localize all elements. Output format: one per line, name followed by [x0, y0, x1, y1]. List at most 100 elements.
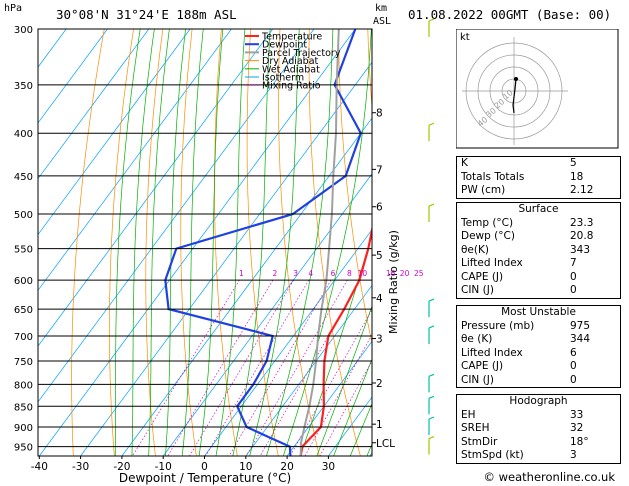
legend-label: Parcel Trajectory	[262, 48, 341, 59]
temp-tick-label: 20	[280, 461, 293, 473]
pressure-tick-label: 850	[14, 402, 33, 413]
surface-label: Dewp (°C)	[461, 230, 515, 242]
hodograph-storm-marker	[514, 77, 518, 81]
mixing-ratio-label: 20	[400, 269, 410, 278]
wet-adiabat-line	[198, 29, 224, 456]
mixing-ratio-label: 10	[358, 269, 368, 278]
unstable-value: 0	[570, 373, 577, 386]
temp-tick-label: -10	[155, 461, 172, 473]
hodo-row: SREH 32	[457, 422, 620, 436]
mixing-ratio-axis-label: Mixing Ratio (g/kg)	[387, 230, 400, 334]
mixing-ratio-line	[245, 279, 348, 456]
legend-label: Isotherm	[262, 73, 304, 84]
unstable-row: θe (K) 344	[457, 333, 620, 347]
hodo-label: EH	[461, 408, 476, 421]
hodo-row: StmDir 18°	[457, 436, 620, 450]
surface-value: 23.3	[570, 216, 594, 229]
surface-row: CAPE (J) 0	[457, 271, 620, 285]
wind-barb	[428, 395, 435, 415]
isotherm-line	[245, 284, 372, 456]
pressure-tick-label: 550	[14, 245, 33, 256]
temperature-profile	[299, 224, 372, 456]
mixing-ratio-line	[228, 279, 332, 456]
mixing-ratio-line	[304, 334, 372, 456]
legend-label: Dewpoint	[262, 40, 307, 51]
wind-barb	[428, 203, 435, 223]
index-value: 5	[570, 157, 577, 169]
isotherm-line	[38, 29, 191, 236]
surface-value: 7	[570, 257, 577, 269]
index-row: PW (cm) 2.12	[457, 184, 620, 198]
mixing-ratio-label: 16	[386, 269, 396, 278]
unstable-label: CAPE (J)	[461, 360, 504, 372]
unstable-value: 6	[570, 346, 577, 359]
km-tick-label: LCL	[376, 438, 395, 450]
isotherm-line	[38, 29, 315, 403]
isotherm-line	[0, 29, 25, 456]
index-value: 18	[570, 170, 584, 183]
hodo-label: StmDir	[461, 435, 498, 448]
dry-adiabat-line	[109, 29, 134, 456]
pressure-tick-label: 650	[14, 305, 33, 316]
pressure-tick-label: 350	[14, 81, 33, 92]
asl-label: ASL	[373, 16, 392, 27]
isotherm-line	[121, 117, 372, 456]
dry-adiabat-line	[246, 29, 279, 456]
mixing-ratio-label: 25	[414, 269, 424, 278]
km-tick-label: 4	[376, 293, 383, 305]
unstable-row: Pressure (mb) 975	[457, 320, 620, 334]
unstable-label: CIN (J)	[461, 373, 494, 386]
km-tick-label: 7	[376, 164, 383, 176]
credit-text: © weatheronline.co.uk	[483, 470, 615, 484]
wet-adiabat-line	[366, 443, 372, 456]
mixing-ratio-line	[319, 360, 372, 456]
hodograph-table-title: Hodograph	[509, 395, 568, 407]
surface-label: CIN (J)	[461, 284, 494, 296]
isotherm-line	[204, 229, 372, 456]
surface-value: 20.8	[570, 230, 594, 242]
wet-adiabat-line	[282, 29, 372, 456]
temp-tick-label: 0	[201, 461, 208, 473]
most-unstable-table: Most Unstable Pressure (mb) 975 θe (K) 344 L…	[456, 305, 621, 388]
hodo-row: StmSpd (kt) 3	[457, 449, 620, 463]
pressure-tick-label: 450	[14, 172, 33, 183]
isotherm-line	[38, 29, 108, 124]
legend-label: Wet Adiabat	[262, 64, 320, 75]
mixing-ratio-label: 2	[272, 269, 277, 278]
skew-t-diagram: 3003504004505005506006507007508008509009…	[0, 18, 435, 485]
index-value: 2.12	[570, 184, 594, 196]
mixing-ratio-line	[259, 279, 361, 456]
index-label: Totals Totals	[461, 170, 525, 183]
wind-barb	[428, 325, 435, 344]
wind-barb	[428, 436, 435, 455]
pressure-tick-label: 500	[14, 210, 33, 221]
temp-tick-label: -40	[31, 461, 48, 473]
unstable-row: CIN (J) 0	[457, 374, 620, 388]
dry-adiabat-line	[278, 29, 320, 456]
temp-tick-label: 10	[239, 461, 252, 473]
unstable-value: 344	[570, 333, 591, 345]
mixing-ratio-line	[189, 279, 294, 456]
location-title: 30°08'N 31°24'E 188m ASL	[56, 7, 237, 22]
pressure-tick-label: 600	[14, 276, 33, 287]
surface-row: Temp (°C) 23.3	[457, 217, 620, 231]
hodo-value: 33	[570, 408, 584, 421]
hodo-value: 3	[570, 449, 577, 461]
temp-tick-label: -20	[113, 461, 130, 473]
isotherm-line	[80, 61, 372, 456]
km-tick-label: 1	[376, 419, 383, 431]
surface-title: Surface	[518, 203, 559, 215]
pressure-tick-label: 400	[14, 129, 33, 140]
km-tick-label: 6	[376, 202, 383, 214]
surface-label: CAPE (J)	[461, 270, 504, 283]
wet-adiabat-line	[215, 29, 246, 456]
unstable-value: 975	[570, 319, 591, 332]
pressure-tick-label: 300	[14, 25, 33, 36]
hodo-row: EH 33	[457, 409, 620, 423]
dry-adiabat-line	[145, 29, 164, 456]
pressure-tick-label: 800	[14, 380, 33, 391]
surface-value: 0	[570, 284, 577, 296]
pressure-tick-label: 700	[14, 332, 33, 343]
unstable-label: Lifted Index	[461, 346, 523, 359]
